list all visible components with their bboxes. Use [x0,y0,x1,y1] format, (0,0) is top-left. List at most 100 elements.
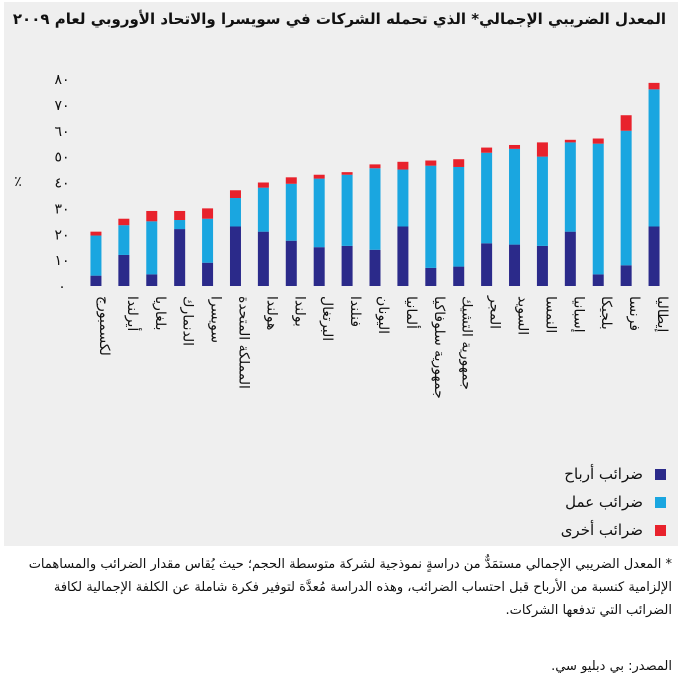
bar-segment [592,143,604,275]
bar-segment [174,220,186,230]
bar-segment [397,161,409,170]
bar-segment [369,249,381,286]
bar-segment [285,240,297,286]
bar-segment [146,274,158,286]
bar-segment [257,182,269,188]
bar-segment [564,142,576,232]
x-tick-label: إسبانيا [570,296,586,333]
x-tick-label: أيرلندا [124,296,142,331]
bar-segment [481,147,493,153]
bar-segment [174,229,186,286]
x-tick-label: بلجيكا [598,296,614,330]
bar-segment [648,226,660,286]
source-note: المصدر: بي دبليو سي. [551,659,672,674]
x-tick-label: لكسمبورج [96,296,112,356]
bar-segment [257,187,269,232]
bar-segment [425,165,437,268]
bar-segment [341,172,353,175]
bar-segment [620,115,632,131]
bar-segment [453,166,465,267]
y-tick-label: ٠ [58,279,66,295]
bar-segment [481,152,493,244]
x-tick-label: فرنسا [626,296,642,331]
bar-segment [620,265,632,286]
y-tick-label: ١٠ [54,253,69,269]
bar-segment [397,169,409,227]
legend: ضرائب أرباح ضرائب عمل ضرائب أخرى [346,460,666,544]
x-tick-label: بولندا [291,296,307,327]
bar-segment [229,226,241,286]
bar-segment [369,164,381,169]
bar-segment [397,226,409,286]
x-tick-label: جمهورية سلوفاكيا [431,296,447,399]
x-tick-label: فنلندا [347,296,363,327]
bar-segment [90,275,102,286]
bar-segment [174,210,186,221]
bar-segment [481,243,493,286]
legend-label-other: ضرائب أخرى [560,521,643,539]
bar-segment [341,245,353,286]
stacked-bar-chart: ٠ ١٠ ٢٠ ٣٠ ٤٠ ٥٠ ٦٠ ٧٠ ٨٠ ٪ لكسمبورج أيرلندا بلغاريا… [14,72,670,399]
bar-segment [592,274,604,286]
x-tick-label: اليونان [375,296,391,334]
bar-segment [118,218,130,226]
bar-segment [341,174,353,246]
x-tick-label: المجر [487,295,503,329]
bar-segment [509,148,521,245]
legend-item-labour-taxes: ضرائب عمل [346,488,666,516]
bar-segment [536,156,548,246]
bar-segment [257,231,269,286]
bar-segment [648,82,660,90]
bar-segment [285,177,297,184]
x-tick-label: السويد [515,296,531,335]
legend-swatch-other [655,524,666,536]
x-tick-label: هولندا [263,296,279,330]
bar-segment [202,208,214,219]
bar-segment [648,89,660,227]
y-tick-label: ٣٠ [54,201,69,217]
x-tick-label: سويسرا [208,296,224,343]
legend-swatch-labour [655,496,666,508]
bar-segment [369,168,381,250]
legend-item-profit-taxes: ضرائب أرباح [346,460,666,488]
legend-item-other-taxes: ضرائب أخرى [346,516,666,544]
bar-segment [229,198,241,227]
bar-segment [620,130,632,266]
chart-title: المعدل الضريبي الإجمالي* الذي تحمله الشر… [12,10,666,28]
x-tick-label: المملكة المتحدة [235,296,251,389]
y-tick-label: ٤٠ [54,176,69,192]
bar-segment [90,235,102,276]
x-tick-label: جمهورية التشيك [459,296,475,390]
bar-segment [536,245,548,286]
y-tick-label: ٥٠ [54,150,69,166]
bar-segment [146,221,158,275]
footnote: * المعدل الضريبي الإجمالي مستمَدٌّ من در… [28,557,672,618]
x-tick-label: النمسا [542,296,558,333]
bar-segment [425,267,437,286]
bar-segment [509,144,521,149]
bar-segment [509,244,521,286]
legend-label-profit: ضرائب أرباح [564,465,643,483]
y-tick-label: ٧٠ [54,98,69,114]
y-tick-label: ٦٠ [54,124,69,140]
y-axis-label: ٪ [14,174,22,190]
bar-segment [313,174,325,179]
bar-segment [313,178,325,248]
x-tick-label: بلغاريا [152,296,168,330]
bar-segment [202,262,214,286]
bar-segment [202,218,214,263]
bar-segment [592,138,604,144]
x-tick-label: الدنمارك [180,296,196,346]
bar-segment [453,159,465,167]
legend-swatch-profit [655,468,666,480]
y-tick-label: ٨٠ [54,72,69,88]
bar-segment [118,254,130,286]
bar-segment [90,231,102,236]
bar-segment [313,247,325,286]
x-tick-label: إيطاليا [654,296,670,332]
legend-label-labour: ضرائب عمل [565,493,643,511]
bar-segment [453,266,465,286]
bar-segment [536,142,548,157]
bar-segment [564,139,576,143]
y-tick-label: ٢٠ [54,227,69,243]
